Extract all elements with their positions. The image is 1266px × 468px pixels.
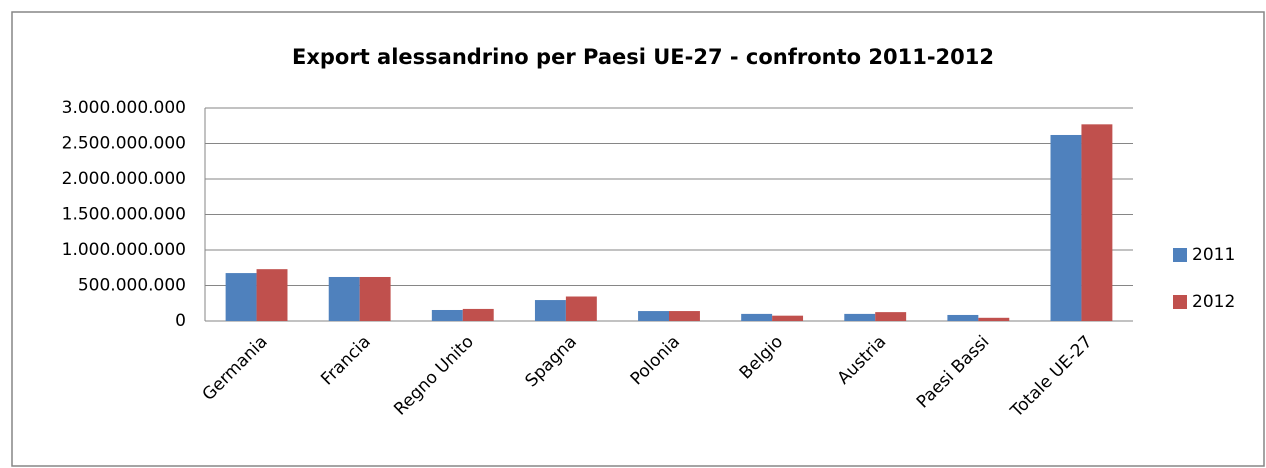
bar (225, 273, 257, 321)
bar (565, 296, 597, 321)
y-tick-label: 1.500.000.000 (62, 205, 186, 225)
bar (1081, 124, 1113, 321)
y-tick-label: 3.000.000.000 (62, 98, 186, 118)
y-tick-label: 0 (175, 311, 186, 331)
bar (638, 311, 669, 321)
bar (534, 300, 566, 321)
bar (741, 313, 773, 321)
legend-swatch (1173, 248, 1187, 262)
bar (875, 312, 907, 321)
y-tick-label: 2.500.000.000 (62, 134, 186, 154)
bar (772, 315, 804, 321)
bar (431, 309, 463, 321)
bar (844, 313, 876, 321)
bar (947, 314, 979, 321)
legend-swatch (1173, 295, 1187, 309)
bar (978, 317, 1010, 321)
bar (1050, 134, 1082, 321)
bar (669, 311, 700, 321)
bar (328, 276, 360, 321)
legend-label: 2011 (1192, 245, 1235, 265)
bar (462, 308, 494, 321)
chart-title: Export alessandrino per Paesi UE-27 - co… (292, 45, 994, 69)
y-tick-label: 500.000.000 (78, 276, 186, 296)
bar (359, 276, 391, 321)
bar (256, 269, 288, 321)
y-tick-label: 2.000.000.000 (62, 169, 186, 189)
legend-label: 2012 (1192, 292, 1235, 312)
y-tick-label: 1.000.000.000 (62, 240, 186, 260)
